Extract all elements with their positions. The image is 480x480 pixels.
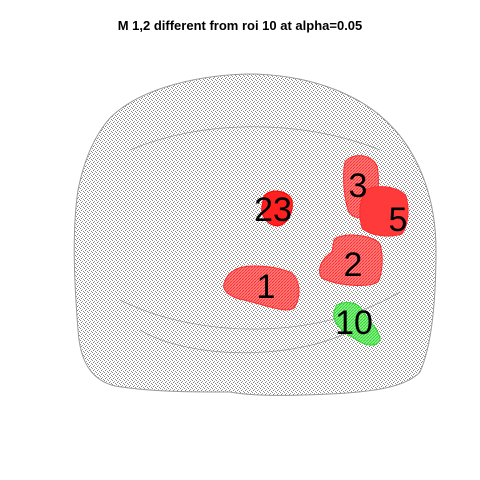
- plot-title: M 1,2 different from roi 10 at alpha=0.0…: [117, 18, 363, 33]
- roi-1-label: 1: [257, 268, 276, 306]
- roi-2-label: 2: [344, 246, 363, 284]
- roi-3-label: 3: [349, 167, 368, 205]
- roi-5-label: 5: [389, 201, 408, 239]
- roi-23-label: 23: [254, 191, 292, 229]
- brain-inner-contour: [119, 126, 401, 354]
- roi-2-region: [319, 234, 383, 286]
- roi-1-region: [223, 265, 300, 311]
- roi-23-region: [261, 190, 293, 227]
- roi-5-region: [359, 186, 409, 237]
- roi-10-label: 10: [335, 304, 373, 342]
- roi-10-region: [333, 302, 381, 346]
